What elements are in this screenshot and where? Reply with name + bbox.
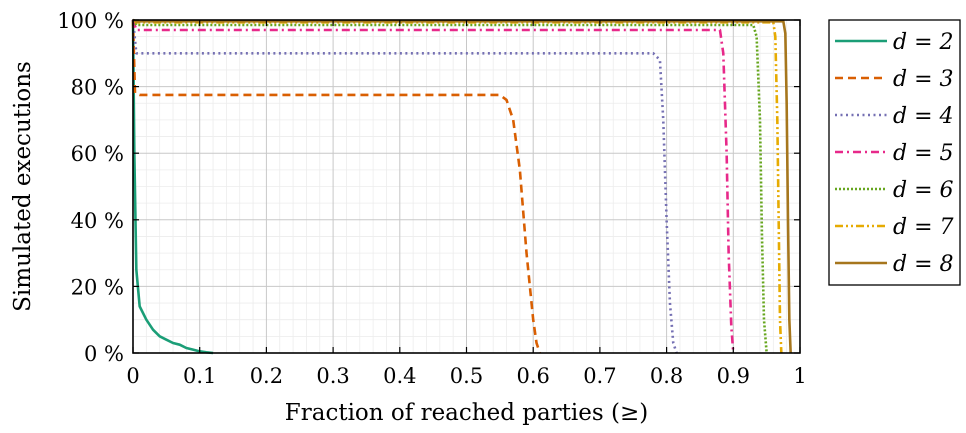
x-tick-label: 0.7 (583, 364, 616, 388)
y-tick-label: 60 % (71, 142, 124, 166)
y-axis-title: Simulated executions (10, 61, 36, 312)
series-line-3 (131, 19, 678, 354)
legend-box (828, 19, 961, 286)
x-tick-label: 0.2 (250, 364, 283, 388)
legend-label-5: d = 6 (893, 178, 954, 203)
axis-ticks (132, 19, 801, 354)
series-line-1 (131, 19, 214, 355)
x-tick-label: 0.9 (717, 364, 750, 388)
series-line-7 (132, 18, 792, 354)
legend-items: d = 2 d = 3 d = 4 d = 5 d = 6 d = 7 d = 8 (835, 30, 954, 277)
x-tick-label: 0.8 (650, 364, 683, 388)
y-tick-label: 80 % (71, 76, 124, 100)
series-line-2 (131, 19, 542, 354)
x-tick-label: 0.5 (450, 364, 483, 388)
legend-label-1: d = 2 (893, 30, 954, 55)
series-line-4 (131, 19, 735, 354)
series-line-5 (131, 19, 768, 354)
legend-label-2: d = 3 (893, 67, 954, 92)
x-tick-label: 1 (793, 364, 806, 388)
x-tick-label: 0 (126, 364, 139, 388)
major-grid (133, 20, 800, 353)
y-tick-label: 20 % (71, 275, 124, 299)
y-tick-label: 0 % (84, 342, 124, 366)
legend-label-7: d = 8 (893, 252, 954, 277)
y-tick-label: 40 % (71, 209, 124, 233)
legend-label-3: d = 4 (893, 104, 954, 129)
series-lines (131, 18, 792, 355)
legend: d = 2 d = 3 d = 4 d = 5 d = 6 d = 7 d = 8 (828, 19, 961, 286)
x-axis-title: Fraction of reached parties (≥) (285, 400, 648, 426)
legend-label-6: d = 7 (893, 215, 954, 240)
y-tick-labels: 0 % 20 % 40 % 60 % 80 % 100 % (57, 9, 124, 366)
x-tick-labels: 0 0.1 0.2 0.3 0.4 0.5 0.6 0.7 0.8 0.9 1 (126, 364, 806, 388)
legend-label-4: d = 5 (893, 141, 954, 166)
x-tick-label: 0.3 (316, 364, 349, 388)
x-tick-label: 0.4 (383, 364, 416, 388)
y-tick-label: 100 % (57, 9, 124, 33)
x-tick-label: 0.6 (516, 364, 549, 388)
x-tick-label: 0.1 (183, 364, 216, 388)
